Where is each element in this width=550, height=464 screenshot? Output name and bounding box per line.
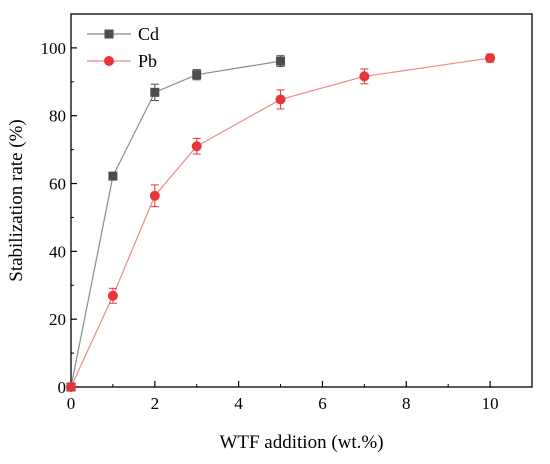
data-point xyxy=(485,53,496,64)
y-tick-label: 20 xyxy=(49,310,66,329)
data-point xyxy=(149,190,160,201)
data-point xyxy=(108,171,118,181)
data-point xyxy=(359,71,370,82)
y-tick-label: 100 xyxy=(41,39,67,58)
y-tick-label: 40 xyxy=(49,242,66,261)
x-tick-label: 6 xyxy=(318,394,327,413)
legend-marker xyxy=(104,29,114,39)
legend-item-Pb: Pb xyxy=(87,51,157,71)
series-Cd xyxy=(66,55,286,392)
data-point xyxy=(276,56,286,66)
y-axis-label: Stabilization rate (%) xyxy=(6,119,27,282)
series-line-Cd xyxy=(70,60,281,388)
series-layer xyxy=(66,53,496,392)
legend: Cd Pb xyxy=(87,24,159,71)
x-tick-label: 4 xyxy=(234,394,243,413)
data-point xyxy=(192,70,202,80)
x-tick-label: 2 xyxy=(151,394,160,413)
x-tick-label: 8 xyxy=(402,394,411,413)
x-axis-label: WTF addition (wt.%) xyxy=(219,432,383,453)
data-point xyxy=(191,141,202,152)
plot-frame xyxy=(70,13,533,388)
legend-label: Cd xyxy=(138,24,159,44)
data-point xyxy=(66,382,76,392)
x-tick-label: 0 xyxy=(67,394,76,413)
y-tick-label: 80 xyxy=(49,107,66,126)
plot-border xyxy=(70,13,533,388)
x-tick-label: 10 xyxy=(482,394,499,413)
legend-marker xyxy=(104,56,114,66)
data-point xyxy=(107,290,118,301)
data-point xyxy=(150,87,160,97)
legend-item-Cd: Cd xyxy=(87,24,159,44)
y-tick-label: 0 xyxy=(58,378,67,397)
legend-label: Pb xyxy=(138,51,157,71)
data-point xyxy=(275,94,286,105)
series-Pb xyxy=(66,53,496,392)
y-tick-label: 60 xyxy=(49,175,66,194)
